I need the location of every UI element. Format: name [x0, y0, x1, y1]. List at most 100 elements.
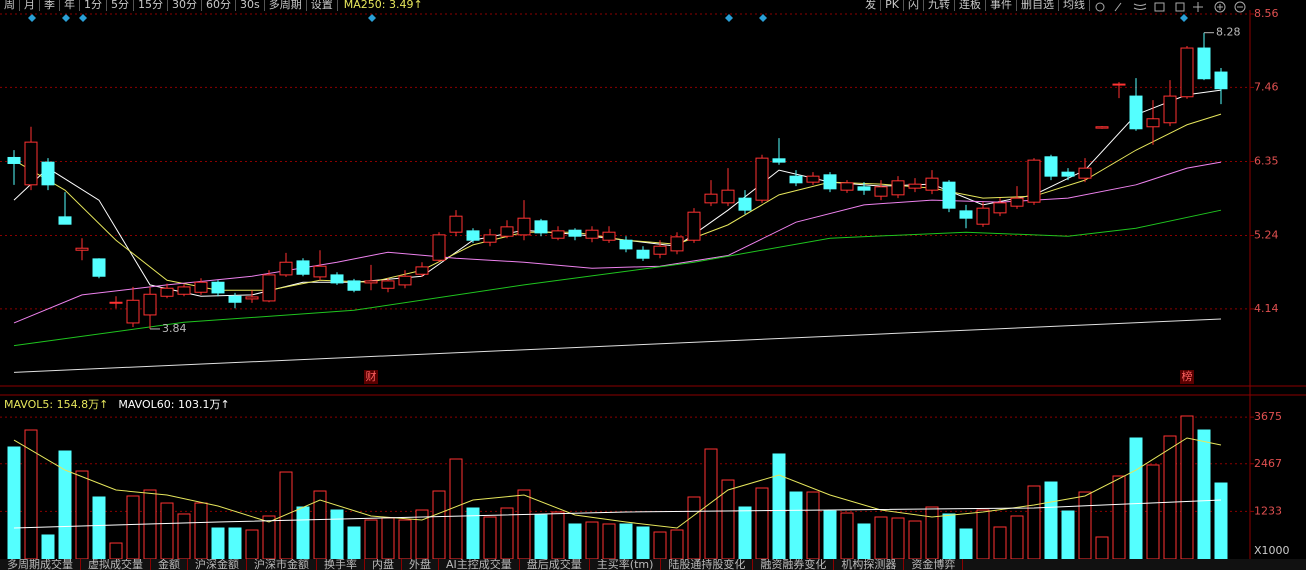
indicator-tab[interactable]: 换手率 [317, 559, 365, 570]
candle-body [432, 234, 446, 261]
icon[interactable] [1193, 2, 1203, 12]
volume-bar [228, 527, 242, 560]
indicator-tab[interactable]: 沪深金额 [188, 559, 247, 570]
period-button[interactable]: 设置 [307, 0, 338, 11]
period-button[interactable]: 5分 [107, 0, 134, 11]
period-button[interactable]: 周 [0, 0, 20, 11]
candle-body [466, 230, 480, 241]
indicator-tab[interactable]: 多周期成交量 [0, 559, 81, 570]
volume-bar [738, 506, 752, 560]
event-box [364, 370, 378, 384]
volume-bar [92, 496, 106, 560]
tool-button[interactable]: 均线 [1059, 0, 1090, 11]
candle-body [7, 156, 21, 164]
indicator-tab[interactable]: 资金博弈 [904, 559, 964, 570]
indicator-tab[interactable]: 陆股通持股变化 [661, 559, 754, 570]
candle-body [534, 220, 548, 234]
y-tick-label: 3675 [1254, 410, 1282, 423]
volume-bar [75, 470, 89, 560]
volume-bar [7, 446, 21, 560]
icon[interactable] [1154, 2, 1165, 12]
tool-button[interactable]: 发 [861, 0, 882, 11]
toolbar: 周月季年 1分 5分 15分 30分 60分 30s 多周期 设置 MA250: 3.49↑ 发 PK… [0, 0, 1306, 11]
candle-body [568, 229, 582, 237]
indicator-tab[interactable]: 金额 [151, 559, 188, 570]
volume-bar [959, 528, 973, 560]
period-button[interactable]: 月 [20, 0, 40, 11]
icon[interactable] [1217, 4, 1223, 10]
volume-bar [534, 514, 548, 560]
y-tick-label: 5.24 [1254, 229, 1279, 242]
candle-body [1163, 95, 1177, 124]
indicator-tab[interactable]: 主买率(tm) [590, 559, 662, 570]
period-button[interactable]: 15分 [134, 0, 168, 11]
icon[interactable] [1175, 2, 1185, 12]
volume-bar [1010, 515, 1024, 560]
candle-body [772, 158, 786, 163]
candle-body [1214, 71, 1228, 90]
indicator-tab[interactable]: 沪深市金额 [247, 559, 317, 570]
icon[interactable] [1114, 2, 1122, 12]
indicator-tab[interactable]: 虚拟成交量 [81, 559, 151, 570]
candle-body [738, 197, 752, 211]
volume-bar [1027, 485, 1041, 560]
period-button[interactable]: 季 [40, 0, 60, 11]
candle-body [976, 207, 990, 225]
volume-bar [381, 517, 395, 560]
candle-body [653, 245, 667, 255]
volume-bar [347, 526, 361, 560]
indicator-tab[interactable]: 机构探测器 [834, 559, 905, 570]
volume-bar [806, 491, 820, 560]
icon[interactable] [1234, 1, 1246, 13]
volume-bar [330, 509, 344, 560]
volume-bar [364, 519, 378, 560]
candle-body [840, 182, 854, 191]
icon[interactable] [1133, 3, 1147, 10]
period-button[interactable]: 30s [236, 0, 265, 11]
icon[interactable] [1214, 1, 1226, 13]
period-button[interactable]: 多周期 [265, 0, 307, 11]
tool-button[interactable]: 删自选 [1017, 0, 1059, 11]
period-button[interactable]: 1分 [80, 0, 107, 11]
volume-bar [551, 511, 565, 560]
volume-bar [1129, 437, 1143, 560]
volume-bar [1197, 429, 1211, 560]
candle-body [1112, 83, 1126, 86]
tool-button[interactable]: 九转 [924, 0, 955, 11]
volume-bar [296, 506, 310, 560]
volume-bar [313, 490, 327, 560]
candle-body [789, 175, 803, 184]
indicator-tab[interactable]: AI主控成交量 [439, 559, 520, 570]
indicator-tab[interactable]: 内盘 [365, 559, 402, 570]
candle-body [75, 247, 89, 251]
indicator-tab[interactable]: 融资融券变化 [753, 559, 835, 570]
volume-bar [449, 458, 463, 560]
y-tick-label: 7.46 [1254, 80, 1279, 93]
candle-body [891, 180, 905, 196]
volume-bar [24, 429, 38, 560]
candle-body [415, 266, 429, 275]
indicator-tab[interactable]: 外盘 [402, 559, 439, 570]
candle-body [857, 186, 871, 191]
candle-body [483, 234, 497, 243]
indicator-tab[interactable]: 盘后成交量 [520, 559, 590, 570]
candle-body [908, 183, 922, 189]
candle-body [755, 157, 769, 201]
period-button[interactable]: 年 [60, 0, 80, 11]
volume-bar [1112, 475, 1126, 560]
period-button[interactable]: 30分 [168, 0, 202, 11]
candle-body [398, 275, 412, 286]
tool-button[interactable]: 连板 [955, 0, 986, 11]
icon[interactable] [1095, 2, 1105, 12]
volume-bar [772, 453, 786, 560]
tool-button[interactable]: 闪 [904, 0, 924, 11]
period-button[interactable]: 60分 [202, 0, 236, 11]
tool-button[interactable]: PK [881, 0, 904, 11]
candle-body [619, 239, 633, 250]
candle-body [109, 301, 123, 304]
volume-bar [1146, 464, 1160, 560]
tool-button[interactable]: 事件 [986, 0, 1017, 11]
candle-body [1180, 47, 1194, 98]
candle-body [721, 189, 735, 204]
candle-body [330, 274, 344, 284]
